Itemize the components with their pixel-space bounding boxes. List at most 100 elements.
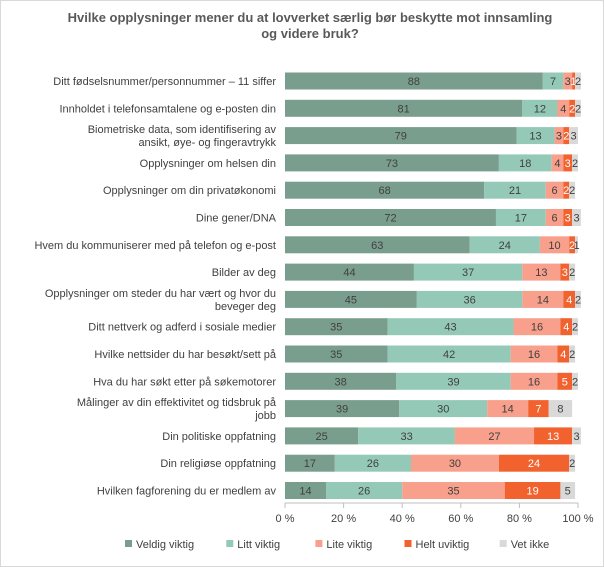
bar-segment xyxy=(285,318,388,336)
bar-segment xyxy=(285,127,517,145)
bar-segment xyxy=(569,345,576,363)
bar-segment xyxy=(285,454,335,472)
x-tick-label: 0 % xyxy=(276,513,295,525)
category-label: Opplysninger om steder du har vært og hv… xyxy=(45,288,276,313)
category-label: Opplysninger om din privatøkonomi xyxy=(103,185,276,197)
category-label: Hvilken fagforening du er medlem av xyxy=(97,486,277,498)
bar-segment xyxy=(484,181,546,199)
data-label: 18 xyxy=(519,158,531,170)
x-tick-label: 20 % xyxy=(331,513,356,525)
bar-segment xyxy=(539,236,570,254)
data-label: 3 xyxy=(573,431,579,443)
data-label: 35 xyxy=(330,322,342,334)
data-label: 6 xyxy=(551,213,557,225)
data-label: 7 xyxy=(550,76,556,88)
bar-segment xyxy=(554,127,564,145)
legend-label: Helt uviktig xyxy=(416,539,470,551)
data-label: 2 xyxy=(575,76,581,88)
x-tick-label: 60 % xyxy=(448,513,473,525)
data-label: 4 xyxy=(560,349,566,361)
category-label: Biometriske data, som identifisering av a… xyxy=(88,124,277,149)
data-label: 17 xyxy=(304,458,316,470)
data-label: 14 xyxy=(299,486,311,498)
data-label: 26 xyxy=(367,458,379,470)
legend-swatch xyxy=(315,540,323,547)
bar-segment xyxy=(358,427,455,445)
bar-segment xyxy=(285,99,523,117)
data-label: 36 xyxy=(463,294,475,306)
data-label: 2 xyxy=(575,294,581,306)
legend-swatch xyxy=(499,540,507,547)
data-label: 16 xyxy=(531,322,543,334)
data-label: 3 xyxy=(565,76,571,88)
bar-segment xyxy=(285,482,327,499)
category-label: Ditt fødselsnummer/personnummer – 11 sif… xyxy=(53,76,276,88)
data-label: 2 xyxy=(569,240,575,252)
data-label: 38 xyxy=(335,376,347,388)
bar-segment xyxy=(387,318,514,336)
data-label: 81 xyxy=(398,103,410,115)
bar-segment xyxy=(454,427,535,445)
bar-segment xyxy=(513,318,561,336)
bar-segment xyxy=(285,181,485,199)
data-label: 2 xyxy=(572,322,578,334)
data-label: 8 xyxy=(557,404,563,416)
category-label: Opplysninger om helsen din xyxy=(140,158,276,170)
category-label: Hvem du kommuniserer med på telefon og e… xyxy=(34,240,276,252)
bar-segment xyxy=(563,209,573,226)
data-label: 14 xyxy=(502,404,514,416)
bar-segment xyxy=(285,154,499,172)
bar-segment xyxy=(572,372,578,390)
legend-swatch xyxy=(404,540,412,547)
bar-segment xyxy=(495,209,546,226)
bar-segment xyxy=(560,263,570,281)
bar-segment xyxy=(545,209,564,226)
data-label: 2 xyxy=(563,131,569,143)
bar-segment xyxy=(563,154,573,172)
category-label: Din politiske oppfatning xyxy=(162,431,276,443)
data-label: 2 xyxy=(569,349,575,361)
data-label: 1 xyxy=(573,240,579,252)
data-label: 21 xyxy=(509,185,521,197)
bar-segment xyxy=(569,99,576,117)
data-label: 33 xyxy=(400,431,412,443)
bar-segment xyxy=(563,72,573,90)
data-label: 2 xyxy=(569,267,575,279)
bar-segment xyxy=(498,454,570,472)
bar-segment xyxy=(285,400,400,418)
bar-segment xyxy=(575,236,578,254)
bar-segment xyxy=(542,72,564,90)
data-label: 7 xyxy=(535,404,541,416)
bar-segment xyxy=(326,482,403,499)
bar-segment xyxy=(548,400,573,418)
legend-label: Lite viktig xyxy=(326,539,372,551)
data-label: 2 xyxy=(569,103,575,115)
data-label: 44 xyxy=(343,267,355,279)
bar-segment xyxy=(410,454,499,472)
category-label: Dine gener/DNA xyxy=(196,213,277,225)
bar-segment xyxy=(522,99,558,117)
category-label: Ditt nettverk og adferd i sosiale medier xyxy=(88,322,276,334)
bar-segment xyxy=(522,290,564,308)
data-label: 27 xyxy=(488,431,500,443)
data-label: 3 xyxy=(565,213,571,225)
bar-segment xyxy=(560,318,573,336)
bar-segment xyxy=(563,181,570,199)
bar-segment xyxy=(572,427,581,445)
bar-segment xyxy=(399,400,488,418)
bar-segment xyxy=(572,154,578,172)
bar-segment xyxy=(285,372,397,390)
x-tick-label: 40 % xyxy=(390,513,415,525)
data-label: 43 xyxy=(444,322,456,334)
data-label: 68 xyxy=(378,185,390,197)
x-tick-label: 100 % xyxy=(562,513,593,525)
bar-segment xyxy=(285,345,388,363)
legend-swatch xyxy=(226,540,234,547)
chart-title: Hvilke opplysninger mener du at lovverke… xyxy=(67,10,553,41)
bar-segment xyxy=(572,318,578,336)
legend-swatch xyxy=(125,540,132,547)
bar-segment xyxy=(469,236,540,254)
bar-segment xyxy=(416,290,523,308)
data-label: 2 xyxy=(575,103,581,115)
data-label: 4 xyxy=(554,158,560,170)
